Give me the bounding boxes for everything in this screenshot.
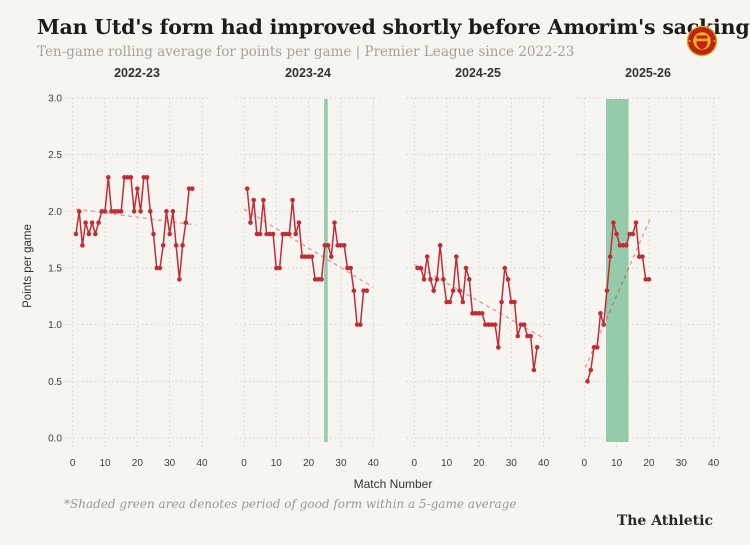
x-axis-ticks: 0 10 20 30 40 (241, 458, 379, 469)
svg-text:20: 20 (303, 458, 315, 469)
y-axis-title: Points per game (22, 224, 34, 308)
page-subtitle: Ten-game rolling average for points per … (37, 44, 575, 60)
svg-text:10: 10 (441, 458, 453, 469)
svg-text:0.5: 0.5 (48, 377, 62, 388)
gridlines (576, 97, 722, 449)
svg-text:40: 40 (196, 458, 208, 469)
panel-2023-24: 0 10 20 30 40 (236, 97, 382, 469)
svg-text:0: 0 (70, 458, 76, 469)
gridlines (64, 97, 210, 449)
crest-svg (686, 25, 718, 57)
data-points (73, 175, 195, 282)
rolling-average-line (75, 176, 193, 280)
data-points (415, 243, 540, 373)
svg-text:20: 20 (132, 458, 144, 469)
svg-text:40: 40 (368, 458, 380, 469)
panel-title-2025-26: 2025-26 (625, 66, 671, 80)
svg-text:30: 30 (335, 458, 347, 469)
rolling-average-line (586, 222, 649, 382)
svg-text:10: 10 (611, 458, 623, 469)
trend-line (75, 208, 196, 226)
svg-text:2.0: 2.0 (48, 207, 62, 218)
svg-text:1.5: 1.5 (48, 264, 62, 275)
panel-title-2024-25: 2024-25 (455, 66, 501, 80)
svg-text:0.0: 0.0 (48, 434, 62, 445)
page-title: Man Utd's form had improved shortly befo… (37, 15, 750, 39)
panel-2024-25: 0 10 20 30 40 (406, 97, 552, 469)
data-points (585, 220, 652, 384)
svg-text:0: 0 (582, 458, 588, 469)
x-axis-ticks: 0 10 20 30 40 (412, 458, 550, 469)
panel-2022-23: 0 10 20 30 40 (64, 97, 210, 469)
panel-title-2022-23: 2022-23 (114, 66, 160, 80)
good-form-band (324, 99, 328, 442)
svg-text:0: 0 (412, 458, 418, 469)
svg-text:40: 40 (538, 458, 550, 469)
svg-text:40: 40 (708, 458, 720, 469)
x-axis-ticks: 0 10 20 30 40 (582, 458, 720, 469)
svg-text:2.5: 2.5 (48, 150, 62, 161)
footnote: *Shaded green area denotes period of goo… (64, 497, 517, 511)
good-form-band (605, 99, 629, 442)
trend-line (584, 216, 652, 369)
y-axis-ticks: 0.0 0.5 1.0 1.5 2.0 2.5 3.0 (48, 94, 62, 445)
brand-wordmark: The Athletic (616, 513, 713, 529)
svg-text:10: 10 (271, 458, 283, 469)
panel-title-2023-24: 2023-24 (285, 66, 331, 80)
data-points (244, 186, 370, 327)
svg-text:30: 30 (164, 458, 176, 469)
svg-text:30: 30 (506, 458, 518, 469)
gridlines (236, 97, 382, 449)
svg-text:10: 10 (99, 458, 111, 469)
svg-text:30: 30 (676, 458, 688, 469)
svg-text:20: 20 (473, 458, 485, 469)
svg-text:20: 20 (643, 458, 655, 469)
x-axis-title: Match Number (353, 477, 433, 491)
rolling-average-line (417, 245, 538, 371)
svg-text:1.0: 1.0 (48, 320, 62, 331)
panel-2025-26: 0 10 20 30 40 (576, 97, 722, 469)
manchester-united-crest-icon (686, 25, 718, 57)
gridlines (406, 97, 552, 449)
svg-text:0: 0 (241, 458, 247, 469)
x-axis-ticks: 0 10 20 30 40 (70, 458, 208, 469)
svg-text:3.0: 3.0 (48, 94, 62, 105)
